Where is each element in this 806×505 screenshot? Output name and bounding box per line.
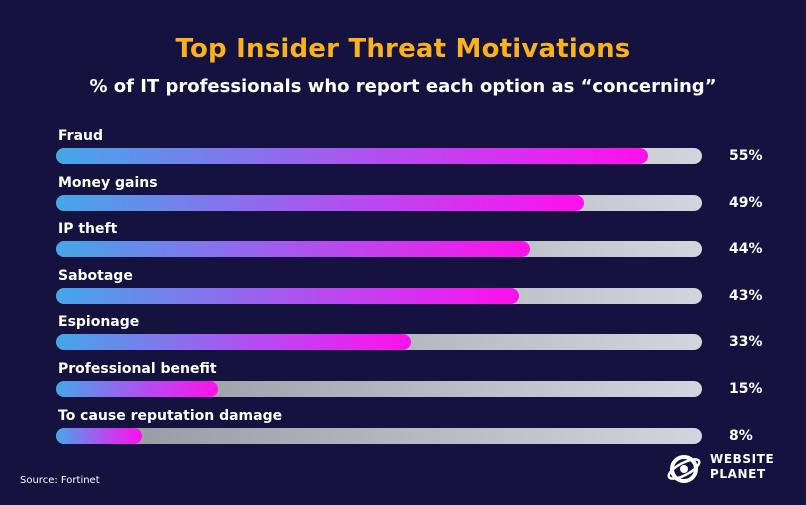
bar-label: Fraud xyxy=(58,128,104,144)
bar-row: Sabotage 43% xyxy=(56,268,776,312)
brand-name: WEBSITE PLANET xyxy=(710,452,774,482)
bar-track xyxy=(56,241,702,258)
bar-label: Sabotage xyxy=(58,267,133,284)
bar-label: Professional benefit xyxy=(58,361,217,377)
bar-row: IP theft 44% xyxy=(56,221,776,265)
bar xyxy=(56,148,648,164)
bar-row: Espionage 33% xyxy=(56,314,776,358)
bar-row: Professional benefit 15% xyxy=(56,361,776,405)
bar xyxy=(56,287,519,304)
chart-title: Top Insider Threat Motivations xyxy=(175,34,631,64)
bar xyxy=(56,194,584,211)
bar-value-label: 44% xyxy=(729,241,763,258)
bar-track xyxy=(56,287,702,304)
bar-label: IP theft xyxy=(58,221,118,238)
chart-subtitle: % of IT professionals who report each op… xyxy=(89,76,717,97)
bar-label: Espionage xyxy=(58,314,140,331)
bar-value-label: 43% xyxy=(729,287,763,304)
source-note: Source: Fortinet xyxy=(20,475,100,486)
brand-name-line2: PLANET xyxy=(710,467,766,481)
bar xyxy=(56,381,218,397)
bar-label: Money gains xyxy=(58,174,158,191)
bar-label: To cause reputation damage xyxy=(58,407,283,424)
bar-value-label: 15% xyxy=(729,381,763,397)
bar-value-label: 33% xyxy=(729,334,763,351)
bar-value-label: 8% xyxy=(729,427,753,444)
bar-value-label: 55% xyxy=(729,148,763,164)
bar-row: Fraud 55% xyxy=(56,128,776,172)
bar-track xyxy=(56,427,702,444)
bar-track xyxy=(56,334,702,351)
website-planet-logo-icon xyxy=(667,455,701,483)
bar xyxy=(56,241,530,258)
bar-track xyxy=(56,381,702,397)
bar-row: Money gains 49% xyxy=(56,175,776,219)
bar xyxy=(56,427,142,444)
brand-name-line1: WEBSITE xyxy=(710,452,775,466)
bar-track xyxy=(56,194,702,211)
brand-logo: WEBSITE PLANET xyxy=(666,448,786,488)
bar-row: To cause reputation damage 8% xyxy=(56,408,776,452)
bar-value-label: 49% xyxy=(729,194,763,211)
bar-track xyxy=(56,148,702,164)
bar xyxy=(56,334,411,351)
